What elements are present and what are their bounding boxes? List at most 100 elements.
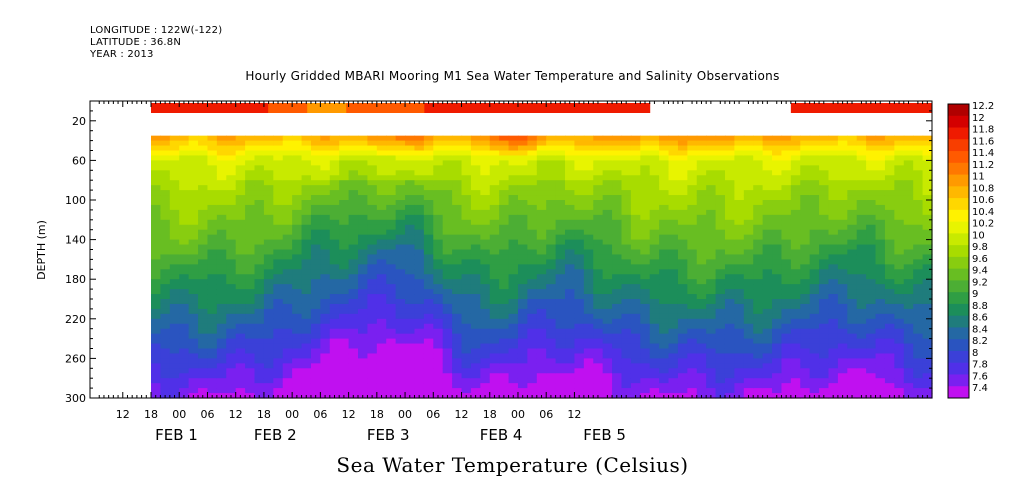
heatmap-cell bbox=[724, 363, 735, 369]
heatmap-cell bbox=[405, 323, 416, 330]
heatmap-cell bbox=[348, 343, 359, 350]
heatmap-cell bbox=[696, 234, 707, 241]
heatmap-cell bbox=[367, 373, 378, 379]
heatmap-cell bbox=[828, 200, 839, 206]
heatmap-cell bbox=[687, 274, 698, 280]
heatmap-cell bbox=[565, 190, 576, 196]
heatmap-cell bbox=[828, 180, 839, 186]
heatmap-cell bbox=[884, 175, 895, 181]
heatmap-cell bbox=[743, 313, 754, 320]
heatmap-cell bbox=[706, 214, 717, 221]
heatmap-cell bbox=[442, 195, 453, 201]
heatmap-cell bbox=[405, 279, 416, 285]
heatmap-cell bbox=[790, 185, 801, 191]
heatmap-cell bbox=[696, 378, 707, 384]
heatmap-cell bbox=[282, 338, 293, 345]
heatmap-cell bbox=[405, 244, 416, 251]
heatmap-cell bbox=[470, 363, 481, 369]
heatmap-cell bbox=[762, 254, 773, 260]
heatmap-cell bbox=[339, 299, 350, 305]
heatmap-cell bbox=[442, 373, 453, 379]
heatmap-cell bbox=[169, 204, 180, 211]
heatmap-cell bbox=[837, 269, 848, 275]
heatmap-cell bbox=[254, 224, 265, 231]
heatmap-cell bbox=[894, 254, 905, 260]
heatmap-cell bbox=[263, 165, 274, 171]
heatmap-cell bbox=[273, 318, 284, 325]
heatmap-cell bbox=[612, 323, 623, 330]
heatmap-cell bbox=[894, 338, 905, 345]
heatmap-cell bbox=[160, 378, 171, 384]
heatmap-cell bbox=[517, 209, 528, 216]
heatmap-cell bbox=[819, 383, 830, 389]
heatmap-cell bbox=[254, 214, 265, 221]
heatmap-cell bbox=[245, 234, 256, 241]
heatmap-cell bbox=[677, 328, 688, 335]
heatmap-cell bbox=[828, 338, 839, 345]
heatmap-cell bbox=[216, 318, 227, 325]
heatmap-cell bbox=[160, 244, 171, 251]
heatmap-cell bbox=[527, 200, 538, 206]
heatmap-cell bbox=[310, 254, 321, 260]
heatmap-cell bbox=[687, 140, 698, 147]
heatmap-cell bbox=[301, 140, 312, 147]
heatmap-cell bbox=[216, 274, 227, 280]
heatmap-cell bbox=[527, 313, 538, 320]
heatmap-cell bbox=[292, 219, 303, 226]
heatmap-cell bbox=[292, 363, 303, 369]
heatmap-cell bbox=[687, 318, 698, 325]
heatmap-cell bbox=[395, 145, 406, 152]
heatmap-cell bbox=[461, 303, 472, 310]
heatmap-cell bbox=[151, 274, 162, 280]
heatmap-cell bbox=[263, 323, 274, 330]
heatmap-cell bbox=[480, 388, 491, 394]
heatmap-cell bbox=[273, 145, 284, 152]
heatmap-cell bbox=[376, 170, 387, 176]
heatmap-cell bbox=[405, 274, 416, 280]
heatmap-cell bbox=[565, 348, 576, 355]
heatmap-cell bbox=[772, 185, 783, 191]
heatmap-cell bbox=[913, 308, 924, 315]
heatmap-cell bbox=[263, 204, 274, 211]
heatmap-cell bbox=[734, 363, 745, 369]
heatmap-cell bbox=[151, 388, 162, 394]
heatmap-cell bbox=[339, 308, 350, 315]
heatmap-cell bbox=[640, 284, 651, 290]
heatmap-cell bbox=[470, 140, 481, 147]
heatmap-cell bbox=[819, 135, 830, 142]
heatmap-cell bbox=[301, 308, 312, 315]
heatmap-cell bbox=[772, 214, 783, 221]
heatmap-cell bbox=[527, 269, 538, 275]
heatmap-cell bbox=[856, 200, 867, 206]
heatmap-cell bbox=[856, 224, 867, 231]
heatmap-cell bbox=[800, 318, 811, 325]
heatmap-cell bbox=[602, 363, 613, 369]
heatmap-cell bbox=[508, 254, 519, 260]
heatmap-cell bbox=[734, 318, 745, 325]
heatmap-cell bbox=[376, 348, 387, 355]
heatmap-cell bbox=[198, 219, 209, 226]
heatmap-cell bbox=[517, 259, 528, 265]
heatmap-cell bbox=[301, 358, 312, 364]
heatmap-cell bbox=[875, 219, 886, 226]
heatmap-cell bbox=[790, 175, 801, 181]
heatmap-cell bbox=[254, 373, 265, 379]
heatmap-cell bbox=[753, 388, 764, 394]
heatmap-cell bbox=[339, 180, 350, 186]
heatmap-cell bbox=[894, 200, 905, 206]
heatmap-cell bbox=[762, 318, 773, 325]
heatmap-cell bbox=[602, 338, 613, 345]
heatmap-cell bbox=[922, 279, 933, 285]
heatmap-cell bbox=[706, 145, 717, 152]
heatmap-cell bbox=[790, 303, 801, 310]
heatmap-cell bbox=[254, 185, 265, 191]
heatmap-cell bbox=[245, 219, 256, 226]
heatmap-cell bbox=[715, 180, 726, 186]
heatmap-cell bbox=[348, 358, 359, 364]
heatmap-cell bbox=[772, 135, 783, 142]
heatmap-cell bbox=[348, 328, 359, 335]
heatmap-cell bbox=[687, 204, 698, 211]
heatmap-cell bbox=[367, 318, 378, 325]
heatmap-cell bbox=[405, 195, 416, 201]
heatmap-cell bbox=[499, 318, 510, 325]
